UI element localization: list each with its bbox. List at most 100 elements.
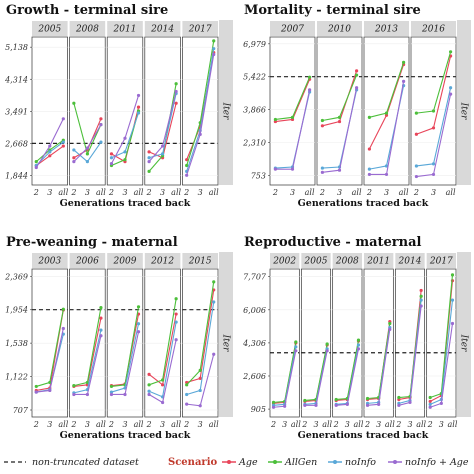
y-tick-label: 5,138: [5, 43, 28, 52]
facet-strip: [395, 253, 425, 268]
x-tick-label: all: [352, 188, 362, 197]
data-point: [384, 172, 389, 177]
data-point: [147, 150, 151, 154]
y-tick-label: 905: [251, 405, 266, 414]
x-tick-label: 3: [85, 420, 90, 429]
data-point: [428, 395, 432, 400]
facet-label: 2008: [335, 257, 359, 267]
side-strip-label: Iter: [221, 334, 231, 352]
x-tick-label: 2: [108, 188, 114, 197]
data-point: [147, 156, 151, 160]
data-point: [402, 79, 406, 83]
data-point: [449, 92, 453, 96]
data-point: [355, 73, 359, 77]
data-point: [419, 298, 423, 302]
data-point: [388, 327, 392, 331]
facet-strip: [107, 253, 143, 268]
y-tick-label: 3,491: [5, 107, 28, 116]
x-tick-label: 3: [122, 420, 127, 429]
side-strip: [219, 20, 233, 185]
data-point: [271, 405, 276, 409]
data-point: [325, 342, 329, 346]
facet-strip: [144, 21, 181, 36]
x-tick-label: all: [399, 188, 409, 197]
data-point: [85, 392, 89, 397]
x-tick-label: 3: [198, 420, 203, 429]
y-tick-label: 1,122: [5, 373, 28, 382]
facet-label: 2002: [272, 257, 296, 267]
data-point: [123, 158, 127, 162]
data-point: [290, 167, 295, 171]
y-tick-label: 3,866: [243, 106, 266, 115]
y-tick-label: 2,606: [242, 372, 266, 381]
facet-strip: [69, 253, 106, 268]
data-point: [34, 165, 38, 170]
x-tick-label: 2: [70, 420, 76, 429]
data-point: [365, 403, 370, 407]
facet-label: 2009: [113, 257, 137, 267]
chart-panel-2: Mortality - terminal sire Iter 753 2,310 3,8…: [242, 3, 471, 209]
data-point: [72, 392, 76, 397]
facet-strip: [32, 253, 68, 268]
x-tick-label: 2: [146, 420, 152, 429]
data-point: [419, 294, 423, 298]
data-point: [72, 101, 76, 105]
facet-panel: [363, 36, 410, 186]
data-point: [384, 164, 389, 168]
x-tick-label: 2: [301, 420, 307, 429]
data-point: [147, 372, 151, 376]
data-point: [99, 306, 103, 310]
data-point: [356, 338, 361, 342]
facet-strip: [69, 21, 106, 36]
facet-strip: [107, 21, 143, 36]
x-tick-label: all: [96, 420, 106, 429]
facet-strip: [182, 21, 218, 36]
data-point: [72, 148, 76, 152]
facet-label: 2003: [37, 257, 61, 267]
data-point: [198, 388, 202, 393]
data-point: [174, 89, 178, 94]
data-point: [290, 115, 295, 119]
x-tick-label: 3: [407, 420, 412, 429]
y-tick-label: 7,707: [243, 273, 267, 282]
facet-label: 2010: [327, 25, 351, 35]
data-point: [428, 399, 432, 404]
data-point: [109, 390, 114, 394]
data-point: [174, 312, 178, 316]
legend-reference-label: non-truncated dataset: [32, 457, 139, 468]
data-point: [136, 330, 141, 334]
x-tick-label: 3: [122, 188, 127, 197]
data-point: [431, 109, 436, 113]
data-point: [388, 321, 392, 326]
y-tick-label: 2,369: [4, 272, 28, 281]
data-point: [356, 343, 361, 347]
x-tick-label: 3: [345, 420, 350, 429]
data-point: [99, 334, 103, 338]
data-point: [123, 392, 127, 397]
data-point: [136, 105, 141, 109]
x-axis-label: Generations traced back: [60, 198, 191, 209]
data-point: [61, 326, 65, 331]
data-point: [212, 47, 216, 51]
data-point: [123, 150, 127, 154]
side-strip: [219, 252, 233, 417]
x-tick-label: 3: [313, 420, 318, 429]
chart-panel-3: Pre-weaning - maternal Iter 707 1,122 1,538 1…: [4, 235, 233, 441]
facet-strip: [182, 253, 218, 268]
data-point: [61, 140, 65, 144]
x-tick-label: all: [291, 420, 301, 429]
facet-strip: [144, 253, 181, 268]
data-point: [308, 88, 312, 92]
data-point: [99, 117, 103, 121]
y-tick-label: 753: [251, 171, 266, 180]
data-point: [161, 144, 165, 148]
chart-title: Reproductive - maternal: [244, 235, 422, 250]
x-tick-label: all: [171, 188, 181, 197]
y-tick-label: 2,310: [242, 139, 266, 148]
y-tick-label: 4,314: [4, 75, 28, 84]
data-point: [72, 156, 76, 160]
facet-label: 2005: [304, 257, 328, 267]
legend: non-truncated dataset Scenario Age AllGen no…: [4, 457, 469, 468]
data-point: [185, 383, 189, 387]
